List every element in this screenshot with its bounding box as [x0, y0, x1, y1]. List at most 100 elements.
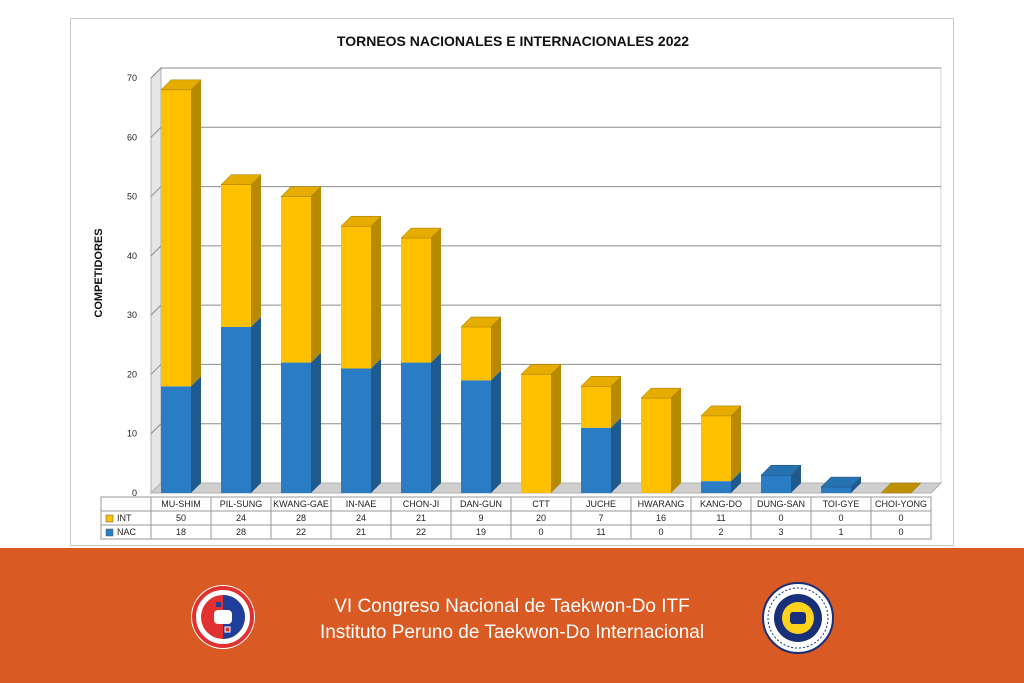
bar-top-mu-shim — [160, 79, 202, 91]
bar-side-nac-mu-shim — [191, 376, 201, 493]
gridline-side — [150, 186, 162, 197]
bar-side-int-kang-do — [731, 405, 741, 482]
data-label-int: 28 — [296, 513, 306, 523]
chart-title: TORNEOS NACIONALES E INTERNACIONALES 202… — [336, 33, 690, 49]
bar-side-int-juche — [611, 376, 621, 428]
bar-side-int-in-nae — [371, 216, 381, 369]
bar-nac-toi-gye — [821, 487, 851, 493]
data-label-nac: 21 — [356, 527, 366, 537]
bar-int-kwang-gae — [281, 196, 311, 363]
legend-swatch-int — [105, 514, 114, 523]
bar-nac-dan-gun — [461, 380, 491, 493]
data-label-nac: 2 — [718, 527, 723, 537]
data-label-nac: 19 — [476, 527, 486, 537]
bar-side-int-hwarang — [671, 388, 681, 493]
x-tick-label: CTT — [532, 499, 550, 509]
bar-top-ctt — [520, 364, 562, 375]
data-label-int: 50 — [176, 513, 186, 523]
x-tick-label: JUCHE — [586, 499, 616, 509]
chart-card: TORNEOS NACIONALES E INTERNACIONALES 202… — [70, 18, 954, 546]
gridline-side — [150, 126, 162, 138]
x-tick-label: HWARANG — [638, 499, 685, 509]
data-label-nac: 0 — [898, 527, 903, 537]
bar-int-chon-ji — [401, 238, 431, 363]
data-label-int: 24 — [356, 513, 366, 523]
x-tick-label: MU-SHIM — [161, 499, 201, 509]
y-tick-label: 20 — [127, 369, 137, 379]
bar-int-in-nae — [341, 226, 371, 369]
data-label-nac: 22 — [416, 527, 426, 537]
data-label-nac: 11 — [596, 527, 605, 537]
y-tick-label: 70 — [127, 73, 137, 83]
itf-logo-icon — [762, 582, 834, 654]
gridline-side — [150, 364, 162, 375]
bar-top-chon-ji — [400, 227, 442, 239]
data-label-int: 0 — [778, 513, 783, 523]
y-tick-label: 10 — [127, 429, 137, 439]
gridline-side — [150, 245, 162, 257]
bar-side-nac-chon-ji — [431, 352, 441, 493]
data-label-int: 0 — [898, 513, 903, 523]
data-label-nac: 3 — [778, 527, 783, 537]
data-label-nac: 22 — [296, 527, 306, 537]
x-tick-label: IN-NAE — [346, 499, 377, 509]
bar-nac-chon-ji — [401, 362, 431, 493]
gridline-side — [150, 67, 162, 79]
bar-int-dan-gun — [461, 327, 491, 381]
bar-int-kang-do — [701, 415, 731, 482]
data-label-nac: 0 — [658, 527, 663, 537]
bar-top-juche — [580, 376, 622, 387]
bar-side-nac-pil-sung — [251, 317, 261, 493]
footer-line-1: VI Congreso Nacional de Taekwon-Do ITF — [334, 596, 690, 617]
legend-label-int: INT — [117, 513, 132, 523]
bar-top-toi-gye — [820, 476, 862, 488]
data-label-nac: 28 — [236, 527, 246, 537]
data-label-int: 20 — [536, 513, 546, 523]
bar-side-int-chon-ji — [431, 228, 441, 363]
bar-top-pil-sung — [220, 174, 262, 185]
bar-top-dung-san — [760, 464, 802, 476]
x-tick-label: DAN-GUN — [460, 499, 502, 509]
x-tick-label: PIL-SUNG — [220, 499, 263, 509]
bar-side-nac-kwang-gae — [311, 352, 321, 493]
data-label-int: 9 — [478, 513, 483, 523]
data-label-int: 21 — [416, 513, 426, 523]
data-label-int: 7 — [598, 513, 603, 523]
y-tick-label: 50 — [127, 192, 137, 202]
bar-side-int-kwang-gae — [311, 186, 321, 363]
gridline-side — [150, 423, 162, 435]
y-tick-label: 60 — [127, 132, 137, 142]
bar-side-nac-kang-do — [731, 471, 741, 493]
bar-nac-kang-do — [701, 481, 731, 493]
bar-top-dan-gun — [460, 316, 502, 328]
bar-nac-pil-sung — [221, 327, 251, 493]
bar-side-int-ctt — [551, 364, 561, 493]
bar-side-nac-juche — [611, 417, 621, 493]
bar-top-hwarang — [640, 387, 682, 399]
bar-nac-juche — [581, 427, 611, 493]
bar-side-nac-dan-gun — [491, 370, 501, 493]
bar-side-nac-toi-gye — [851, 477, 861, 493]
data-table — [100, 496, 932, 540]
x-tick-label: CHOI-YONG — [875, 499, 927, 509]
bar-top-in-nae — [340, 215, 382, 227]
bar-side-int-mu-shim — [191, 79, 201, 387]
bar-nac-dung-san — [761, 475, 791, 493]
y-tick-label: 30 — [127, 310, 137, 320]
x-tick-label: KWANG-GAE — [273, 499, 329, 509]
bar-side-nac-in-nae — [371, 358, 381, 493]
x-tick-label: KANG-DO — [700, 499, 742, 509]
bar-nac-kwang-gae — [281, 362, 311, 493]
data-label-int: 16 — [656, 513, 666, 523]
x-tick-label: CHON-JI — [403, 499, 440, 509]
y-tick-label: 40 — [127, 251, 137, 261]
bar-side-int-pil-sung — [251, 174, 261, 327]
data-label-int: 24 — [236, 513, 246, 523]
bar-nac-in-nae — [341, 368, 371, 493]
bar-int-mu-shim — [161, 89, 191, 387]
y-tick-label: 0 — [132, 488, 137, 498]
data-label-nac: 18 — [176, 527, 186, 537]
bar-int-juche — [581, 386, 611, 428]
bar-top-choi-yong — [880, 482, 922, 494]
